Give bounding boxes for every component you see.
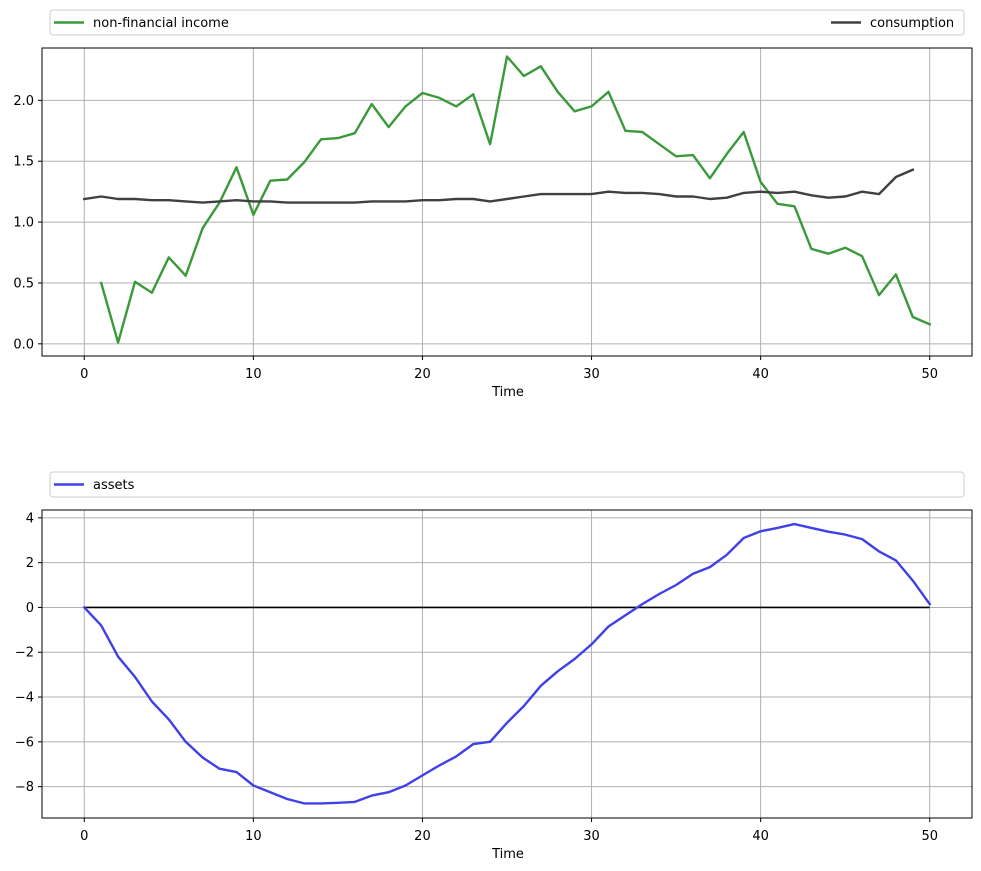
y-tick-label: 1.5 <box>13 155 34 170</box>
y-tick-label: 0.5 <box>13 276 34 291</box>
legend-label: assets <box>93 478 135 493</box>
series-line-assets <box>82 522 932 805</box>
x-tick-label: 40 <box>752 367 769 382</box>
legend-label: non-financial income <box>93 16 229 31</box>
y-tick-label: 0.0 <box>13 337 34 352</box>
chart-panel-2: 0 10 20 30 40 50 −8 −6 −4 −2 0 2 4 Time assets <box>15 471 973 862</box>
x-tick-label: 30 <box>583 367 600 382</box>
legend-box <box>49 471 965 498</box>
y-tick-label: −8 <box>15 780 34 795</box>
plot-frame <box>41 509 973 819</box>
x-tick-label: 40 <box>752 829 769 844</box>
x-tick-label: 0 <box>80 829 88 844</box>
x-tick-label: 0 <box>80 367 88 382</box>
x-axis-label: Time <box>491 847 524 862</box>
x-tick-label: 10 <box>245 829 262 844</box>
x-tick-label: 10 <box>245 367 262 382</box>
legend-box <box>49 9 965 36</box>
x-axis-label: Time <box>491 385 524 400</box>
y-tick-label: 2.0 <box>13 94 34 109</box>
x-tick-label: 50 <box>921 829 938 844</box>
legend: non-financial income consumption <box>49 9 965 36</box>
y-tick-label: 4 <box>26 511 34 526</box>
y-tick-label: 1.0 <box>13 216 34 231</box>
chart-panel-1: 0 10 20 30 40 50 0.0 0.5 1.0 1.5 2.0 Time non-financ… <box>13 9 973 400</box>
y-tick-label: 2 <box>26 556 34 571</box>
legend-label: consumption <box>870 16 954 31</box>
y-tick-label: −4 <box>15 691 34 706</box>
y-tick-label: −6 <box>15 735 34 750</box>
y-tick-label: 0 <box>26 601 34 616</box>
plot-frame <box>41 47 973 357</box>
legend: assets <box>49 471 965 498</box>
y-tick-label: −2 <box>15 646 34 661</box>
x-tick-label: 50 <box>921 367 938 382</box>
x-tick-label: 20 <box>414 367 431 382</box>
x-tick-label: 20 <box>414 829 431 844</box>
series-line-non-financial-income <box>99 55 932 344</box>
series-line-consumption <box>82 168 915 204</box>
x-tick-label: 30 <box>583 829 600 844</box>
